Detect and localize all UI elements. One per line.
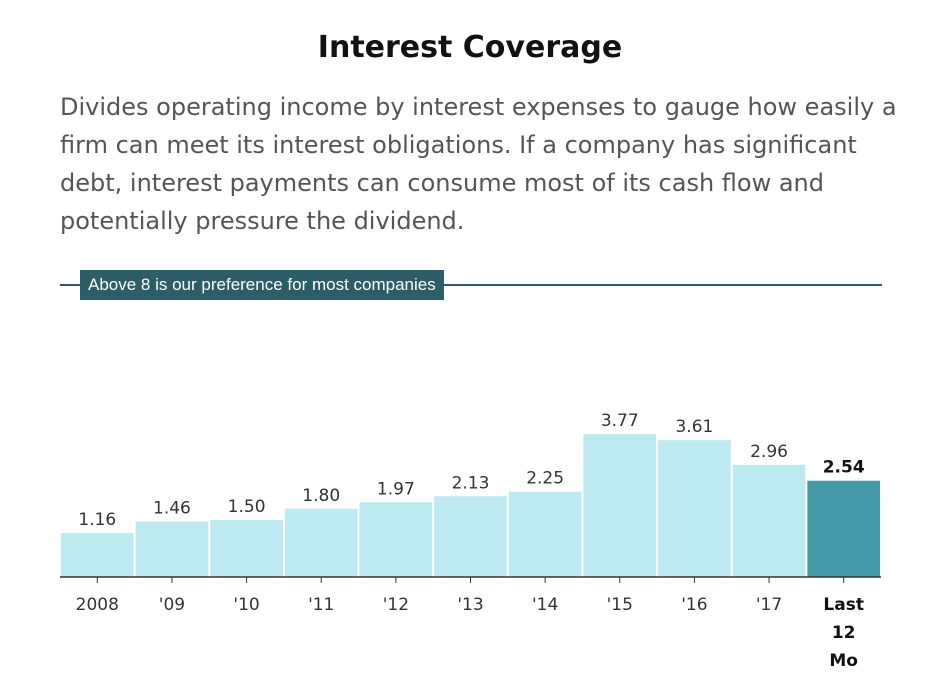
bar-value-label: 1.97 — [377, 479, 415, 499]
bar — [135, 521, 209, 577]
bar-value-label: 3.77 — [601, 411, 639, 431]
bar — [284, 508, 358, 577]
bar-value-label: 2.13 — [452, 473, 490, 493]
x-tick-label: 2008 — [76, 595, 119, 615]
bar — [807, 480, 880, 577]
chart-title: Interest Coverage — [317, 30, 623, 65]
x-tick-label: '15 — [607, 595, 633, 615]
x-tick-label: '09 — [159, 595, 185, 615]
x-tick-label: Last — [823, 595, 864, 615]
bar — [732, 464, 806, 577]
bar — [508, 491, 582, 577]
bar-value-label: 1.80 — [302, 486, 340, 506]
chart-description: Divides operating income by interest exp… — [60, 93, 897, 235]
bar — [359, 502, 433, 577]
x-tick-label: 12 — [832, 623, 856, 643]
x-tick-label: '16 — [681, 595, 707, 615]
x-tick-label: '13 — [457, 595, 483, 615]
bar-value-label: 1.50 — [228, 497, 266, 517]
x-tick-label: '17 — [756, 595, 782, 615]
bar-value-label: 2.54 — [823, 458, 865, 478]
x-tick-label: '12 — [383, 595, 409, 615]
bar — [210, 520, 283, 577]
bar — [583, 434, 657, 577]
bar-value-label: 2.25 — [526, 469, 564, 489]
bar — [61, 533, 134, 577]
threshold-line — [60, 284, 882, 286]
bar-value-label: 2.96 — [750, 442, 788, 462]
bar-value-label: 3.61 — [675, 417, 713, 437]
bar-value-label: 1.46 — [153, 499, 191, 519]
x-tick-label: '10 — [233, 595, 259, 615]
bar — [434, 496, 507, 577]
x-tick-label: '14 — [532, 595, 558, 615]
x-tick-label: '11 — [308, 595, 334, 615]
bar — [658, 440, 731, 577]
x-tick-label: Mo — [829, 651, 858, 671]
threshold-label: Above 8 is our preference for most compa… — [80, 270, 444, 300]
bar-value-label: 1.16 — [78, 510, 116, 530]
